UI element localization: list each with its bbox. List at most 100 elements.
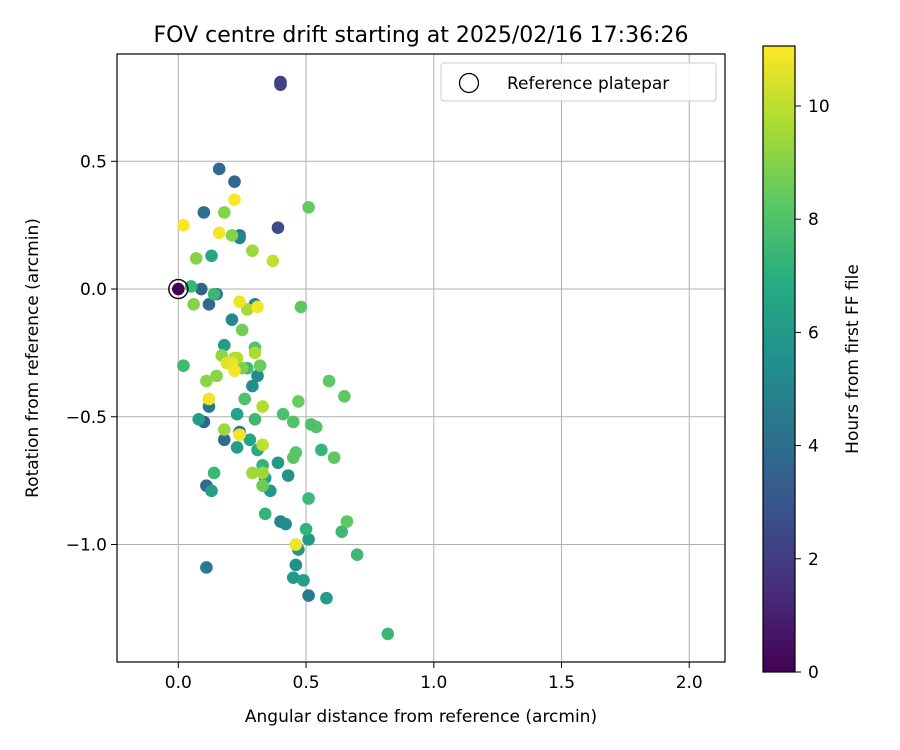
scatter-point [286, 571, 300, 584]
scatter-point [228, 175, 241, 189]
x-tick-label: 1.0 [420, 673, 447, 693]
scatter-point [202, 298, 216, 311]
scatter-point [350, 548, 364, 562]
scatter-point [302, 533, 315, 546]
colorbar-label: Hours from first FF file [843, 264, 863, 454]
scatter-point [217, 433, 231, 447]
scatter-point [212, 226, 226, 240]
x-tick-label: 0.0 [165, 673, 192, 693]
scatter-point [266, 254, 280, 268]
colorbar-tick-label: 8 [808, 210, 819, 230]
scatter-point [246, 244, 259, 258]
colorbar-gradient [762, 45, 796, 673]
scatter-point [217, 206, 231, 219]
grid-lines [117, 54, 725, 662]
scatter-point [302, 200, 315, 214]
scatter-point [184, 280, 198, 293]
scatter-point [238, 392, 252, 406]
scatter-point [200, 561, 213, 574]
reference-platepar-marker [168, 278, 189, 300]
scatter-point [304, 418, 318, 431]
legend-entry-reference-platepar: Reference platepar [507, 74, 669, 94]
scatter-point [200, 374, 213, 388]
scatter-point [279, 517, 292, 531]
scatter-point [286, 451, 300, 464]
scatter-point [251, 300, 264, 314]
scatter-point [228, 193, 241, 206]
scatter-point [299, 522, 313, 536]
scatter-point [258, 507, 272, 521]
y-axis-label: Rotation from reference (arcmin) [23, 218, 43, 498]
scatter-point [189, 252, 203, 265]
scatter-point [187, 298, 200, 311]
scatter-point [202, 392, 216, 406]
legend: Reference platepar [440, 62, 717, 102]
scatter-point [302, 589, 315, 602]
x-tick-label: 2.0 [676, 673, 703, 693]
scatter-point [281, 469, 295, 482]
scatter-point [294, 300, 308, 314]
scatter-point [292, 395, 305, 408]
scatter-point [243, 433, 257, 447]
scatter-point [335, 525, 349, 539]
scatter-point [246, 466, 259, 480]
scatter-point [320, 591, 333, 605]
scatter-point [192, 413, 206, 426]
scatter-point [251, 369, 264, 383]
colorbar-tick-label: 4 [808, 437, 819, 457]
scatter-point [253, 359, 267, 372]
scatter-point [246, 379, 259, 393]
scatter-point [228, 364, 241, 378]
scatter-point [217, 338, 231, 352]
colorbar-tick-label: 0 [808, 663, 819, 683]
scatter-point [207, 287, 221, 301]
scatter-point [177, 359, 190, 372]
scatter-point [271, 221, 285, 235]
scatter-point [271, 456, 285, 470]
scatter-point [210, 369, 223, 383]
legend-marker-reference [458, 72, 480, 94]
scatter-point [233, 295, 246, 309]
scatter-point [340, 515, 354, 528]
scatter-point [195, 282, 208, 296]
scatter-point [230, 407, 244, 421]
scatter-point [177, 218, 190, 232]
y-tick-label: −0.5 [66, 408, 107, 428]
scatter-point [274, 78, 287, 91]
plot-frame [116, 53, 726, 663]
scatter-point [315, 443, 328, 457]
x-tick-label: 0.5 [293, 673, 320, 693]
scatter-point [205, 249, 218, 263]
y-axis-ticks: −1.0 −0.5 0.0 0.5 [66, 152, 117, 555]
colorbar-tick-label: 2 [808, 550, 819, 570]
scatter-point [207, 466, 221, 480]
scatter-point [217, 423, 231, 436]
scatter-point [381, 627, 395, 641]
scatter-points [168, 75, 395, 641]
legend-box [440, 62, 717, 102]
colorbar-tick-label: 6 [808, 323, 819, 343]
scatter-point [197, 206, 211, 219]
scatter-point [256, 479, 269, 493]
chart-title: FOV centre drift starting at 2025/02/16 … [154, 23, 689, 48]
scatter-point [235, 323, 249, 337]
y-tick-label: 0.0 [80, 280, 107, 300]
x-tick-label: 1.5 [548, 673, 575, 693]
scatter-point [225, 313, 239, 326]
scatter-point [256, 400, 269, 413]
scatter-point [276, 407, 290, 421]
scatter-point [286, 415, 300, 429]
scatter-point [256, 466, 269, 480]
scatter-point [172, 282, 185, 296]
scatter-point [302, 492, 315, 505]
scatter-point [240, 303, 254, 316]
colorbar-tick-label: 10 [808, 97, 830, 117]
x-axis-ticks: 0.0 0.5 1.0 1.5 2.0 [165, 662, 703, 693]
scatter-point [248, 346, 262, 360]
scatter-point [322, 374, 336, 388]
scatter-point [327, 451, 341, 464]
scatter-point [233, 428, 246, 441]
scatter-point [338, 390, 351, 403]
x-axis-label: Angular distance from reference (arcmin) [245, 707, 597, 727]
